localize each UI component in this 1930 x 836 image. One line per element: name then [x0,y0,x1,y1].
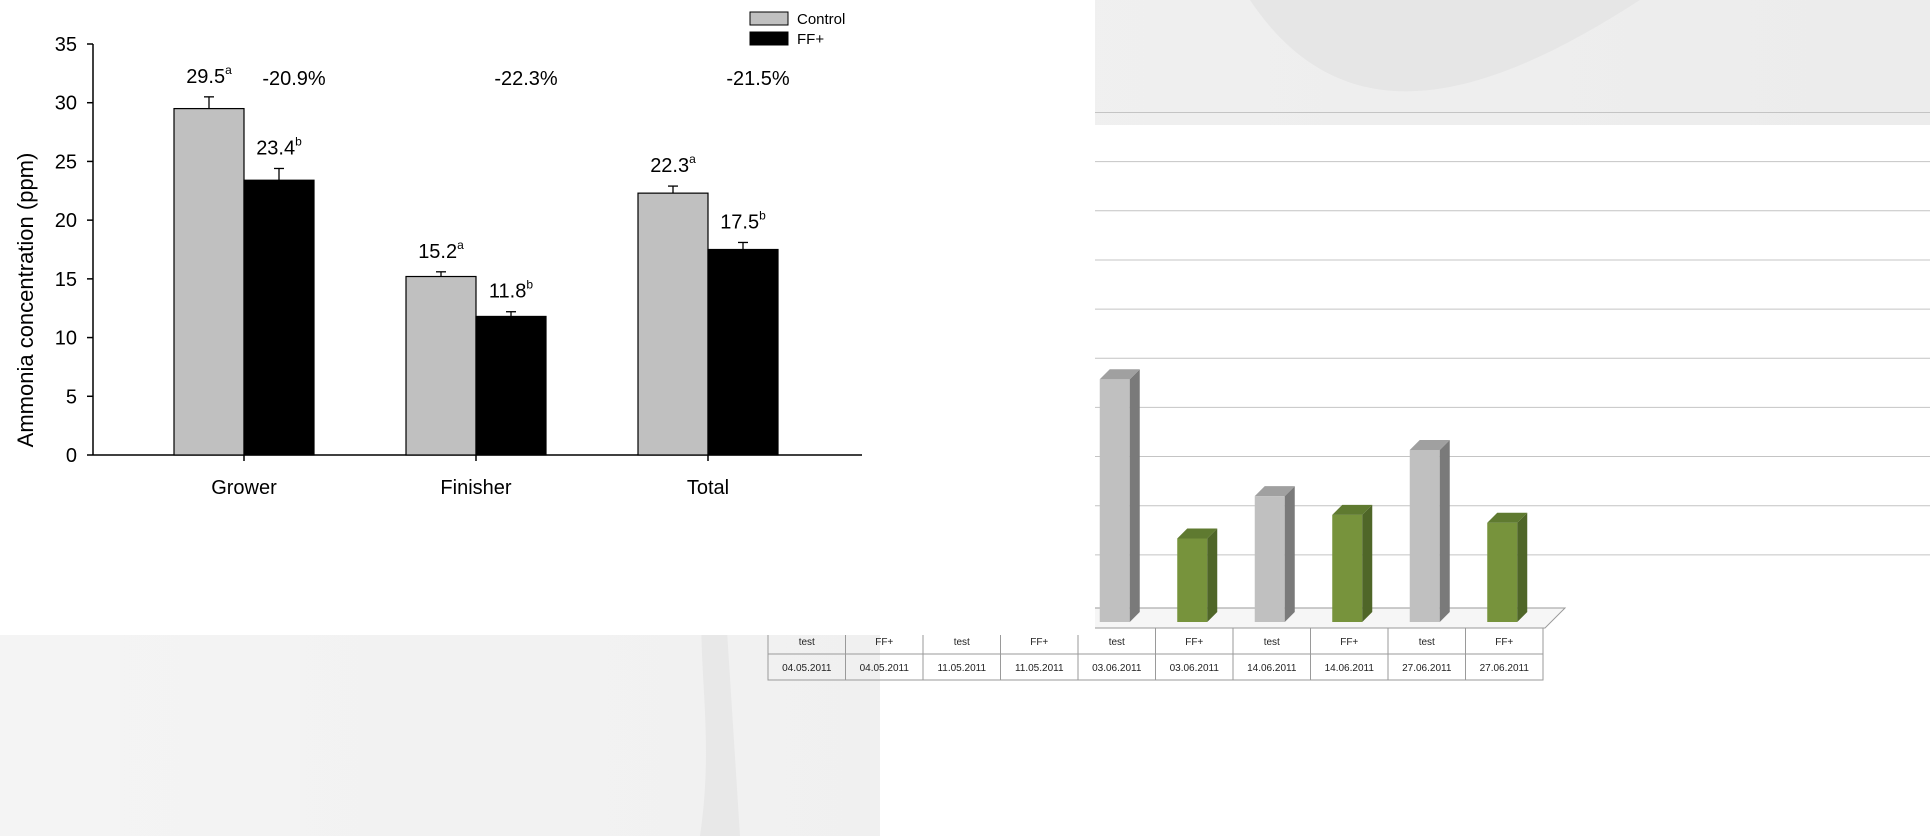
chart1-y-tick-label: 10 [55,328,77,350]
chart1-legend: Control FF+ [749,11,845,48]
chart2-category-date-label: 27.06.2011 [1402,663,1452,674]
chart2-bar-side [1284,486,1295,622]
chart1-x-tick-label: Grower [211,477,277,499]
chart1-data-label-superscript: b [759,208,766,222]
chart1-y-tick-label: 0 [66,445,77,467]
chart1-difference-label: -22.3% [494,68,558,90]
chart2-category-group-label: FF+ [875,637,893,648]
chart1-data-label: 17.5b [720,208,766,233]
chart1-y-tick-label: 35 [55,34,77,56]
chart1-panel [0,0,1095,635]
chart2-bar-side [1129,369,1140,622]
chart2-bar-front [1099,379,1130,622]
chart2-bar-top [1177,528,1218,539]
chart2-bar-front [1332,514,1363,622]
chart2-category-date-label: 04.05.2011 [860,663,910,674]
chart2-bar-front [1409,449,1440,622]
chart1-data-label-superscript: b [526,278,533,292]
chart1-y-tick-label: 25 [55,151,77,173]
chart1-y-axis-label: Ammonia concentration (ppm) [13,153,38,448]
chart1-data-label: 15.2a [418,238,464,263]
chart1-y-tick-label: 20 [55,210,77,232]
chart1-y-tick-label: 15 [55,269,77,291]
chart2-bar-side [1207,528,1218,622]
chart-ammonia-concentration: 0 5 10 15 20 25 30 35 Grower Finisher Total 29.5a 1… [0,0,1095,635]
chart1-data-label: 29.5a [186,63,232,88]
chart2-category-group-label: FF+ [1030,637,1048,648]
chart1-y-tick-label: 5 [66,386,77,408]
chart2-bar-side [1362,504,1373,622]
chart2-category-date-label: 04.05.2011 [782,663,832,674]
chart1-bar [243,179,315,456]
chart2-category-date-label: 11.05.2011 [1015,663,1064,674]
chart1-data-label: 23.4b [256,134,302,159]
chart2-bar-top [1099,369,1140,380]
chart1-bar [475,315,547,456]
chart1-bar [173,107,245,456]
chart2-bar-top [1332,504,1373,515]
chart2-category-date-label: 03.06.2011 [1170,663,1220,674]
chart2-category-date-label: 27.06.2011 [1480,663,1530,674]
chart2-category-group-label: FF+ [1495,637,1513,648]
background-swoosh [1250,0,1640,92]
chart1-legend-label: Control [797,11,845,28]
chart2-category-group-label: test [1264,637,1280,648]
chart2-panel-lower [880,625,1930,836]
chart2-category-group-label: FF+ [1340,637,1358,648]
chart2-bar-side [1517,512,1528,622]
chart2-bar-front [1487,522,1518,622]
chart2-category-date-label: 14.06.2011 [1247,663,1297,674]
chart2-category-group-label: test [1109,637,1125,648]
chart1-y-tick-label: 30 [55,93,77,115]
chart1-x-tick-label: Finisher [440,477,511,499]
chart1-bar [405,275,477,456]
chart1-data-labels: 29.5a 15.2a 22.3a 23.4b 11.8b 17.5b -20.9% -22.… [186,63,790,303]
chart2-bar-top [1409,439,1450,450]
chart1-data-label: 11.8b [489,278,533,303]
chart1-data-label: 22.3a [650,152,696,177]
chart2-category-group-label: test [1419,637,1435,648]
chart1-data-label-superscript: a [457,238,464,252]
chart2-bar-top [1254,486,1295,497]
chart1-difference-label: -21.5% [726,68,790,90]
chart2-bar-front [1254,496,1285,622]
chart1-x-tick-label: Total [687,477,729,499]
chart1-legend-swatch [749,31,789,46]
chart1-bar [707,248,779,456]
chart1-bar [637,192,709,456]
chart2-category-date-label: 03.06.2011 [1092,663,1142,674]
chart2-category-table: test 04.05.2011 FF+ 04.05.2011 test 11.05.201… [767,627,1544,681]
chart1-legend-label: FF+ [797,31,824,48]
chart1-bars [173,96,779,456]
chart2-category-date-label: 11.05.2011 [937,663,986,674]
chart2-category-group-label: test [799,637,815,648]
chart1-difference-label: -20.9% [262,68,326,90]
chart1-data-label-superscript: a [689,152,696,166]
chart2-bar-top [1487,512,1528,523]
chart1-data-label-superscript: b [295,134,302,148]
chart2-category-date-label: 14.06.2011 [1325,663,1375,674]
chart2-category-group-label: FF+ [1185,637,1203,648]
chart2-bar-front [1177,538,1208,622]
chart2-bar-side [1439,439,1450,622]
chart1-legend-swatch [749,11,789,26]
chart1-data-label-superscript: a [225,63,232,77]
chart2-category-group-label: test [954,637,970,648]
